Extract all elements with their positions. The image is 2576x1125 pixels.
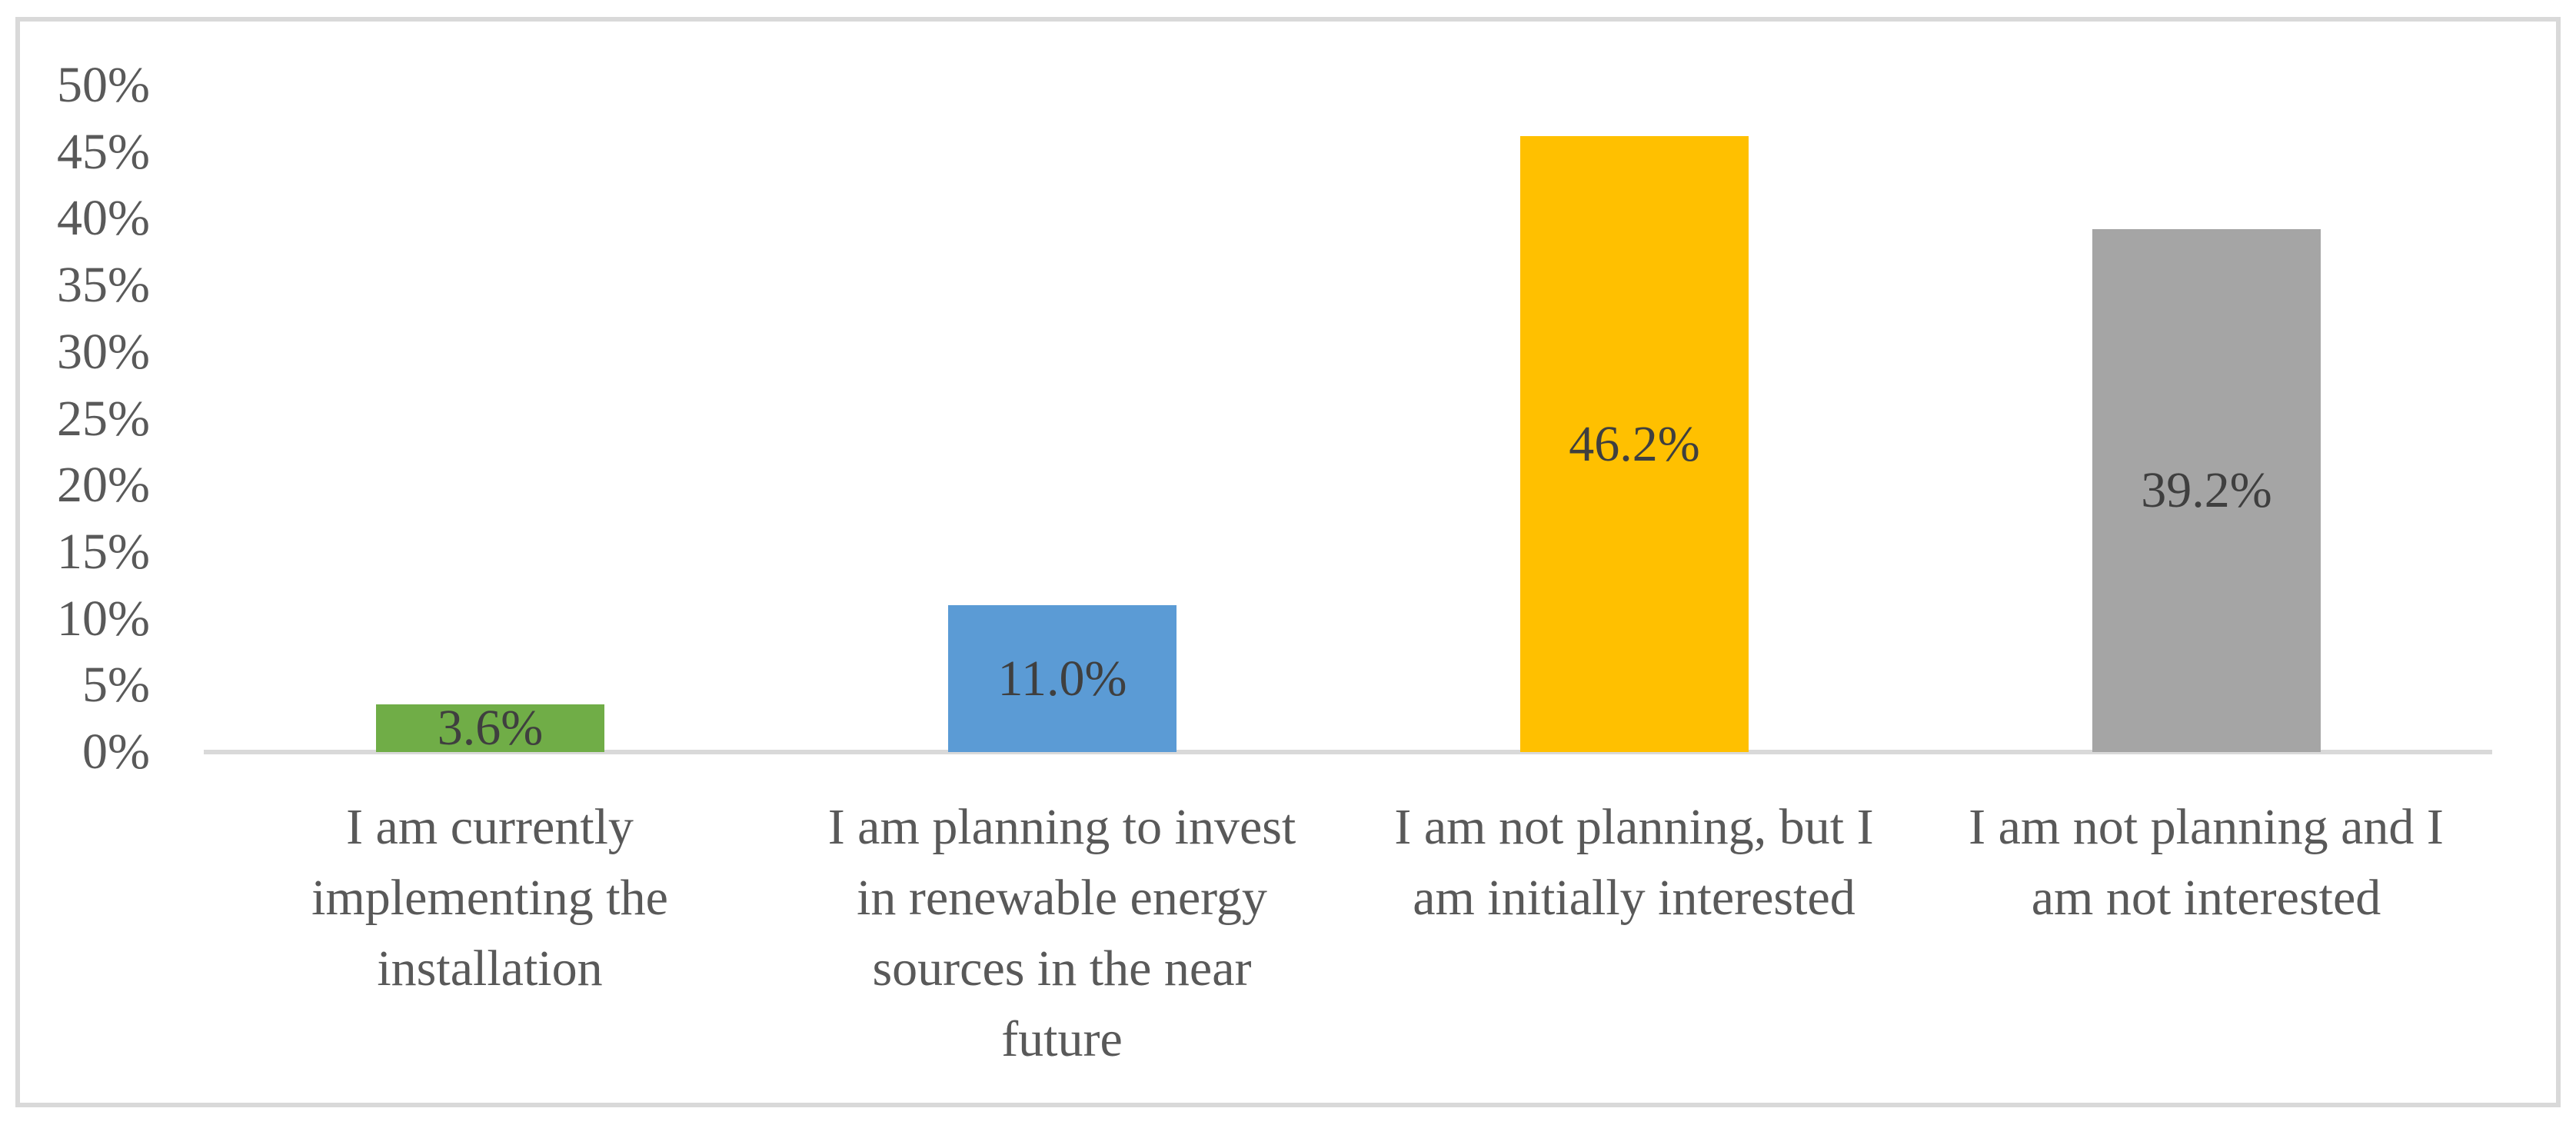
bar: [948, 605, 1177, 752]
y-tick-label: 20%: [57, 457, 150, 514]
y-tick-label: 25%: [57, 390, 150, 447]
y-tick-label: 35%: [57, 257, 150, 314]
bar-data-label: 46.2%: [1569, 415, 1700, 472]
category-label-line: in renewable energy: [857, 870, 1267, 926]
bar-data-label: 3.6%: [437, 700, 544, 756]
y-tick-label: 5%: [82, 657, 150, 714]
category-label-line: I am currently: [346, 799, 634, 855]
category-label: I am planning to invest in renewable ener…: [776, 792, 1348, 1075]
x-axis-line: [204, 750, 2492, 754]
category-label-line: future: [1001, 1011, 1123, 1067]
bar: [1520, 136, 1749, 752]
bar-data-label: 11.0%: [997, 650, 1127, 707]
y-tick-label: 45%: [57, 123, 150, 180]
category-label: I am not planning, but I am initially int…: [1348, 792, 1920, 934]
category-label-line: am initially interested: [1413, 870, 1855, 926]
y-tick-label: 0%: [82, 724, 150, 780]
category-label-line: am not interested: [2031, 870, 2381, 926]
category-label-line: installation: [377, 940, 603, 997]
bar-data-label: 39.2%: [2141, 462, 2272, 518]
category-label-line: I am not planning and I: [1969, 799, 2444, 855]
category-label: I am not planning and I am not interested: [1920, 792, 2492, 934]
bar: [376, 704, 604, 752]
category-label: I am currently implementing the installati…: [204, 792, 776, 1004]
category-label-line: sources in the near: [872, 940, 1252, 997]
category-label-line: implementing the: [311, 870, 668, 926]
y-tick-label: 40%: [57, 190, 150, 247]
y-tick-label: 10%: [57, 590, 150, 647]
category-label-line: I am planning to invest: [827, 799, 1296, 855]
category-label-line: I am not planning, but I: [1394, 799, 1874, 855]
y-tick-label: 50%: [57, 57, 150, 113]
y-tick-label: 30%: [57, 323, 150, 380]
bar: [2092, 229, 2321, 752]
y-tick-label: 15%: [57, 523, 150, 580]
